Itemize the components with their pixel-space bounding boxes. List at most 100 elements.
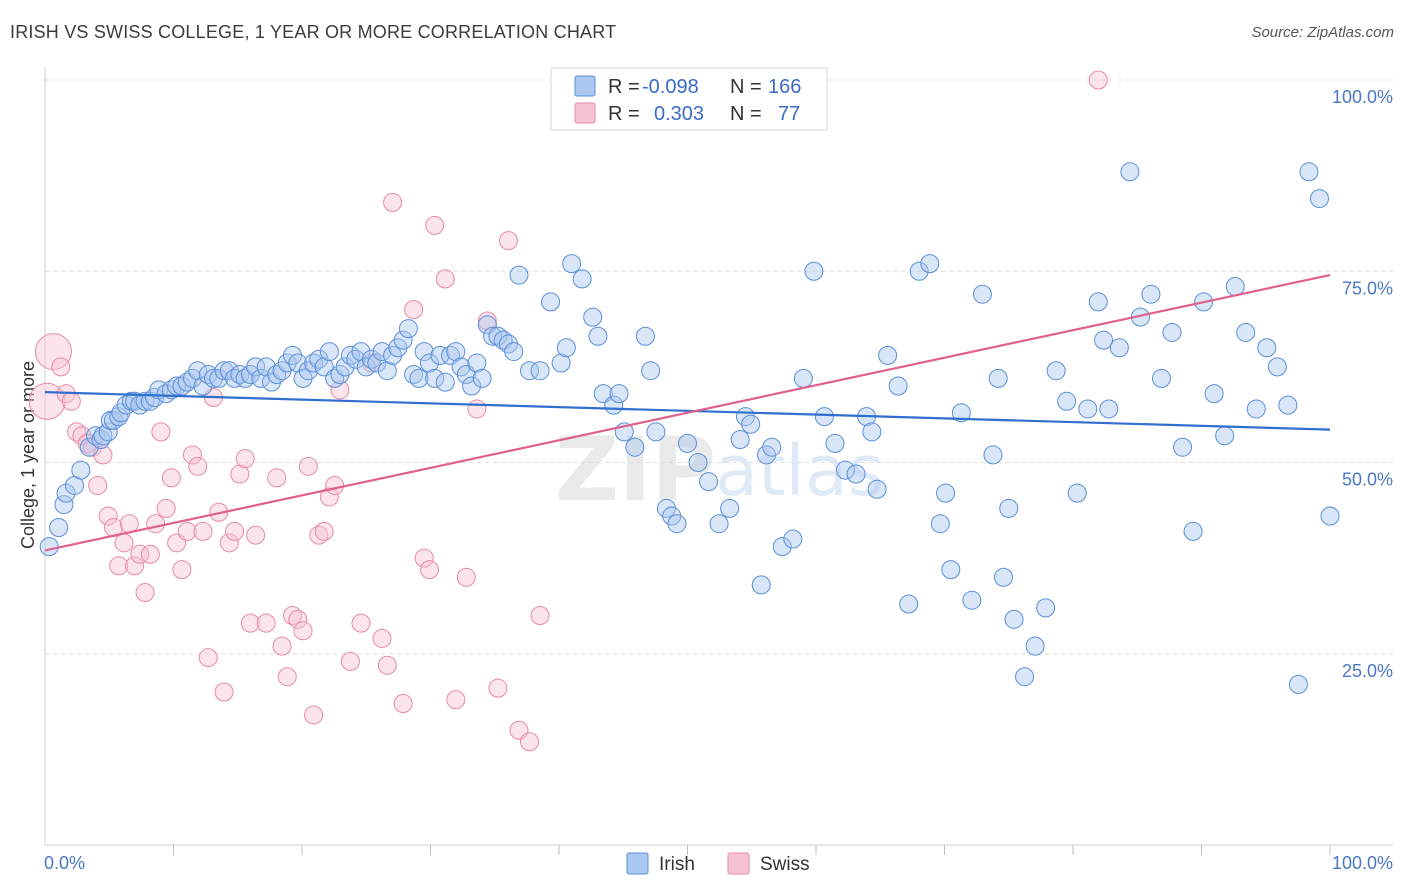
- swiss-point: [435, 269, 455, 289]
- swiss-point: [51, 357, 71, 377]
- irish-point: [983, 445, 1003, 465]
- irish-point: [367, 353, 387, 373]
- y-tick-label: 75.0%: [1342, 278, 1393, 298]
- irish-point: [193, 376, 213, 396]
- irish-point: [198, 365, 218, 385]
- swiss-point: [135, 583, 155, 603]
- irish-point: [646, 422, 666, 442]
- swiss-point: [414, 548, 434, 568]
- irish-point: [772, 537, 792, 557]
- irish-point: [1183, 521, 1203, 541]
- irish-point: [1141, 284, 1161, 304]
- swiss-point: [456, 567, 476, 587]
- irish-point: [472, 368, 492, 388]
- irish-point: [1036, 598, 1056, 618]
- irish-point: [288, 353, 308, 373]
- irish-point: [86, 426, 106, 446]
- irish-point: [741, 414, 761, 434]
- irish-point: [1057, 391, 1077, 411]
- swiss-n-value: 77: [778, 103, 800, 125]
- swiss-point: [240, 613, 260, 633]
- irish-point: [98, 422, 118, 442]
- irish-point: [878, 345, 898, 365]
- irish-point: [804, 261, 824, 281]
- irish-point: [867, 479, 887, 499]
- irish-point: [404, 365, 424, 385]
- irish-point: [951, 403, 971, 423]
- x-ticks: [173, 845, 1331, 855]
- irish-point: [335, 357, 355, 377]
- irish-point: [161, 380, 181, 400]
- irish-point: [930, 514, 950, 534]
- irish-point: [1120, 162, 1140, 182]
- irish-point: [398, 319, 418, 339]
- irish-point: [246, 357, 266, 377]
- swiss-point: [309, 525, 329, 545]
- irish-point: [846, 464, 866, 484]
- irish-r-label: R =: [608, 76, 640, 98]
- swiss-point: [319, 487, 339, 507]
- swiss-point: [88, 475, 108, 495]
- swiss-point: [393, 693, 413, 713]
- y-tick-label: 100.0%: [1332, 87, 1393, 107]
- watermark: ZIP atlas: [555, 418, 884, 521]
- irish-point: [941, 560, 961, 580]
- irish-point: [304, 353, 324, 373]
- irish-point: [530, 361, 550, 381]
- irish-point: [1257, 338, 1277, 358]
- swiss-r-value: 0.303: [654, 103, 704, 125]
- irish-point: [462, 376, 482, 396]
- irish-point: [372, 342, 392, 362]
- irish-point: [419, 353, 439, 373]
- irish-point: [1278, 395, 1298, 415]
- source-credit: Source: ZipAtlas.com: [1251, 24, 1394, 41]
- irish-point: [551, 353, 571, 373]
- irish-point: [751, 575, 771, 595]
- irish-point: [1094, 330, 1114, 350]
- irish-series: [39, 162, 1340, 694]
- irish-point: [188, 361, 208, 381]
- swiss-point: [488, 678, 508, 698]
- swiss-point: [419, 560, 439, 580]
- irish-point: [1236, 322, 1256, 342]
- swiss-point: [377, 655, 397, 675]
- irish-point: [1320, 506, 1340, 526]
- irish-point: [409, 368, 429, 388]
- swiss-point: [219, 533, 239, 553]
- irish-point: [71, 460, 91, 480]
- irish-point: [1162, 322, 1182, 342]
- irish-point: [720, 498, 740, 518]
- irish-point: [1088, 292, 1108, 312]
- irish-point: [156, 384, 176, 404]
- swiss-point: [325, 475, 345, 495]
- irish-point: [414, 342, 434, 362]
- swiss-point: [298, 456, 318, 476]
- axes: [44, 67, 1393, 846]
- swiss-point: [467, 399, 487, 419]
- swiss-point: [140, 544, 160, 564]
- irish-point: [103, 410, 123, 430]
- irish-point: [888, 376, 908, 396]
- irish-point: [214, 361, 234, 381]
- irish-point: [504, 342, 524, 362]
- irish-point: [936, 483, 956, 503]
- irish-point: [862, 422, 882, 442]
- swiss-point: [109, 556, 129, 576]
- swiss-point: [214, 682, 234, 702]
- irish-r-value: -0.098: [642, 76, 699, 98]
- irish-point: [909, 261, 929, 281]
- swiss-point: [177, 521, 197, 541]
- irish-point: [130, 395, 150, 415]
- irish-point: [1067, 483, 1087, 503]
- swiss-point: [425, 215, 445, 235]
- irish-point: [430, 345, 450, 365]
- irish-point: [1099, 399, 1119, 419]
- swiss-point: [267, 468, 287, 488]
- swiss-point: [146, 514, 166, 534]
- irish-point: [635, 326, 655, 346]
- irish-bottom-swatch: [626, 852, 649, 875]
- irish-point: [641, 361, 661, 381]
- irish-point: [988, 368, 1008, 388]
- irish-point: [825, 433, 845, 453]
